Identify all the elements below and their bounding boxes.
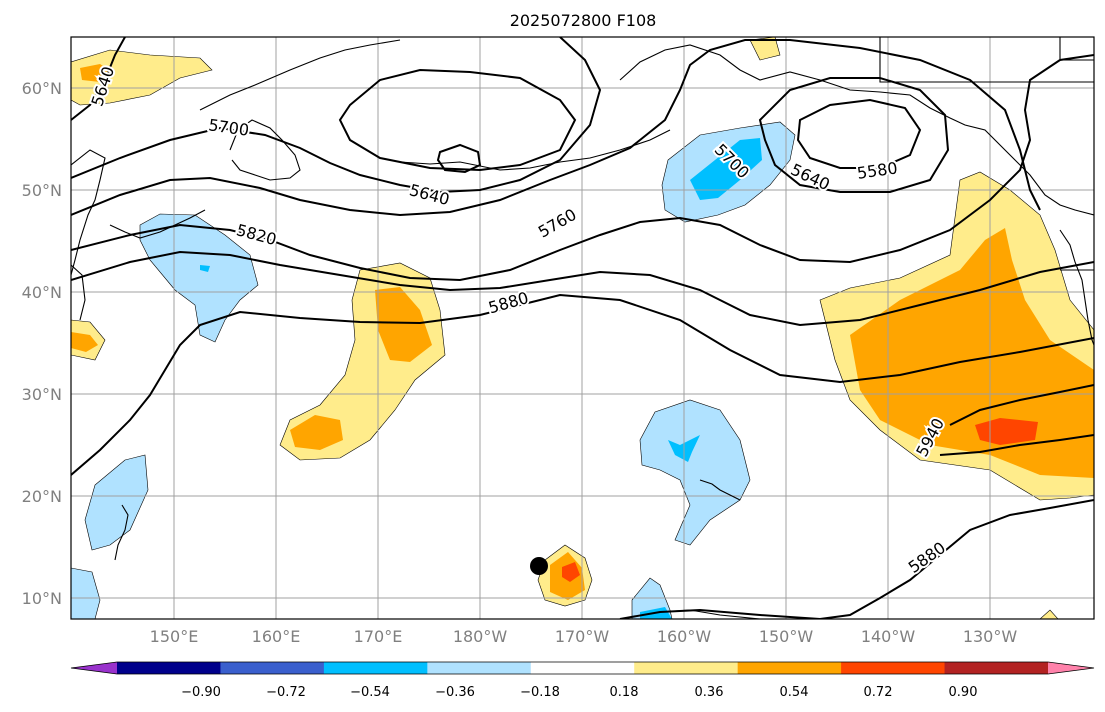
coastline-bering: [229, 119, 301, 181]
colorbar-segment: [323, 662, 428, 674]
anomaly-negative-region: [639, 399, 751, 546]
anomaly-positive-core: [71, 332, 98, 352]
anomaly-positive-core: [375, 287, 432, 362]
contour-line: [949, 384, 1094, 426]
colorbar-tick-label: 0.18: [610, 685, 639, 700]
coastline-siberia: [199, 39, 401, 111]
coastline-kamchatka: [71, 149, 106, 276]
lon-tick-label: 150°W: [759, 627, 814, 646]
anomaly-negative-region: [84, 454, 149, 551]
colorbar: −0.90 −0.72 −0.54 −0.36 −0.18 0.18 0.36 …: [70, 661, 1095, 700]
contour-line: [619, 499, 1094, 619]
colorbar-segment: [220, 662, 325, 674]
lat-tick-label: 60°N: [22, 79, 62, 98]
contour-line: [939, 434, 1094, 456]
colorbar-segment: [427, 662, 532, 674]
lon-tick-label: 180°W: [453, 627, 508, 646]
colorbar-segments: [70, 661, 1095, 675]
colorbar-extend-high: [1048, 662, 1094, 674]
contour-line: [758, 77, 950, 193]
colorbar-segment: [841, 662, 946, 674]
lon-tick-label: 130°W: [963, 627, 1018, 646]
lon-tick-label: 140°W: [861, 627, 916, 646]
contour-line: [71, 37, 602, 194]
map-frame: [70, 36, 1095, 620]
gridlines: [71, 37, 1094, 619]
lat-axis: 10°N 20°N 30°N 40°N 50°N 60°N: [22, 79, 62, 608]
contour-line: [796, 98, 922, 169]
colorbar-tick-label: 0.36: [695, 685, 724, 700]
colorbar-segment: [634, 662, 739, 674]
lon-tick-label: 160°E: [252, 627, 301, 646]
coastline-north-america: [1059, 229, 1094, 346]
coastline-hawaii: [699, 479, 741, 501]
colorbar-tick-label: −0.36: [435, 685, 475, 700]
anomaly-positive-core: [850, 228, 1094, 478]
anomaly-positive-peak: [975, 418, 1038, 445]
contour-line: [338, 68, 577, 172]
point-marker: [530, 557, 548, 575]
contour-line: [71, 37, 126, 121]
colorbar-tick-label: −0.72: [266, 685, 306, 700]
colorbar-tick-label: −0.90: [181, 685, 221, 700]
anomaly-negative-core: [690, 138, 762, 200]
lat-tick-label: 20°N: [22, 487, 62, 506]
colorbar-outline: [70, 661, 1095, 675]
colorbar-segment: [530, 662, 635, 674]
lat-tick-label: 50°N: [22, 181, 62, 200]
lon-tick-label: 170°E: [354, 627, 403, 646]
lat-tick-label: 40°N: [22, 283, 62, 302]
anomaly-negative-region: [71, 567, 101, 619]
contour-line: [71, 293, 1094, 476]
colorbar-segment: [944, 662, 1049, 674]
coastline-kuril: [109, 209, 206, 239]
colorbar-tick-label: 0.72: [864, 685, 893, 700]
colorbar-tick-label: 0.90: [949, 685, 978, 700]
map-area: 5640 5700 5640 5820 5760 5700 5640 5580 …: [71, 37, 1094, 619]
colorbar-segment: [117, 662, 221, 674]
lon-tick-label: 170°W: [555, 627, 610, 646]
lon-tick-label: 150°E: [150, 627, 199, 646]
height-contours: [71, 37, 1094, 619]
anomaly-positive-core: [290, 415, 343, 450]
coastline-alaska: [619, 44, 1094, 216]
lat-tick-label: 30°N: [22, 385, 62, 404]
coastline-islands-west: [114, 504, 129, 561]
colorbar-extend-low: [71, 662, 117, 674]
lat-tick-label: 10°N: [22, 589, 62, 608]
anomaly-positive-region: [749, 37, 781, 61]
contour-line: [71, 54, 1094, 282]
colorbar-tick-label: 0.54: [780, 685, 809, 700]
lon-axis: 150°E 160°E 170°E 180°W 170°W 160°W 150°…: [150, 627, 1018, 646]
anomaly-negative-core: [200, 265, 210, 272]
anomaly-negative-region: [139, 213, 259, 343]
contour-line: [71, 39, 1041, 217]
colorbar-tick-label: −0.18: [520, 685, 560, 700]
contour-line: [71, 250, 1094, 327]
coastline-japan: [71, 264, 86, 321]
lon-tick-label: 160°W: [657, 627, 712, 646]
anomaly-positive-core: [80, 64, 112, 82]
colorbar-segment: [737, 662, 842, 674]
contour-line: [436, 143, 482, 174]
figure-title: 2025072800 F108: [510, 11, 657, 30]
anomaly-positive-region: [1039, 609, 1059, 619]
anomaly-positive-peak: [562, 562, 580, 582]
colorbar-ticks: −0.90 −0.72 −0.54 −0.36 −0.18 0.18 0.36 …: [181, 685, 977, 700]
coastlines: [71, 37, 1094, 619]
anomaly-positive-region: [71, 49, 213, 106]
colorbar-tick-label: −0.54: [350, 685, 390, 700]
